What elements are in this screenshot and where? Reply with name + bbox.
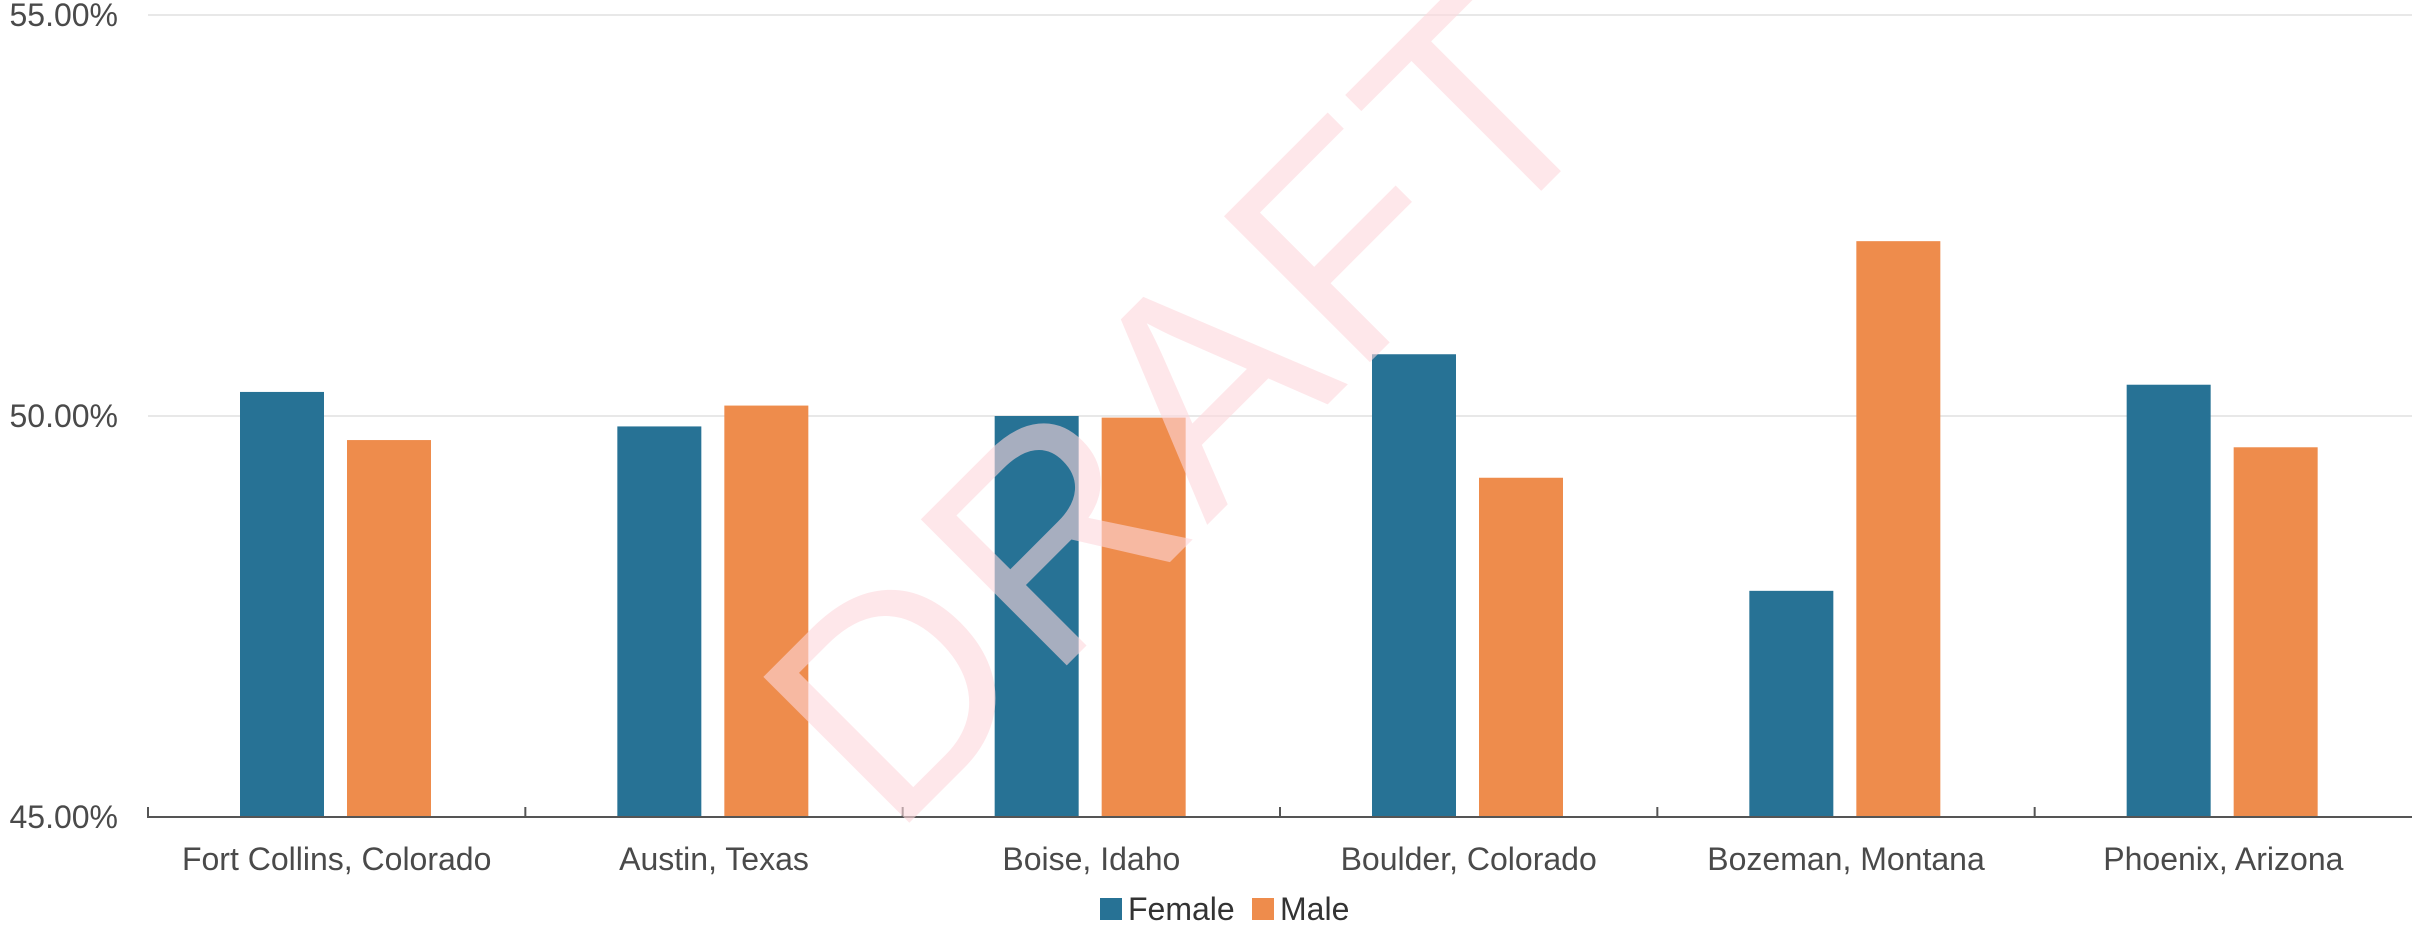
x-tick-label: Austin, Texas [619,841,809,877]
y-tick-label: 50.00% [9,398,118,434]
x-tick-label: Bozeman, Montana [1707,841,1985,877]
bar-male-2 [1101,417,1186,817]
x-tick-label: Phoenix, Arizona [2103,841,2343,877]
legend-swatch-male [1252,898,1274,920]
bar-female-1 [617,426,702,817]
bar-female-5 [2126,384,2211,817]
y-tick-label: 55.00% [9,0,118,33]
bar-male-4 [1856,241,1941,817]
x-tick-label: Boulder, Colorado [1341,841,1597,877]
bar-female-2 [994,416,1079,817]
x-axis-tick-labels: Fort Collins, Colorado Austin, Texas Boise… [182,841,2344,877]
bar-female-0 [240,391,324,817]
legend-swatch-female [1100,898,1122,920]
bar-male-1 [724,405,809,817]
x-tick-label: Boise, Idaho [1002,841,1180,877]
x-tick-label: Fort Collins, Colorado [182,841,491,877]
y-axis-tick-labels: 45.00% 50.00% 55.00% [9,0,118,835]
bar-male-5 [2233,447,2318,817]
bar-female-3 [1372,354,1456,817]
gridlines [148,14,2412,417]
bar-male-0 [347,440,431,817]
legend-label-female: Female [1128,891,1235,927]
y-tick-label: 45.00% [9,799,118,835]
legend-label-male: Male [1280,891,1349,927]
x-axis [147,807,2412,818]
bars [240,241,2318,817]
legend: Female Male [1100,891,1349,927]
bar-male-3 [1479,477,1563,817]
bar-female-4 [1749,590,1834,817]
